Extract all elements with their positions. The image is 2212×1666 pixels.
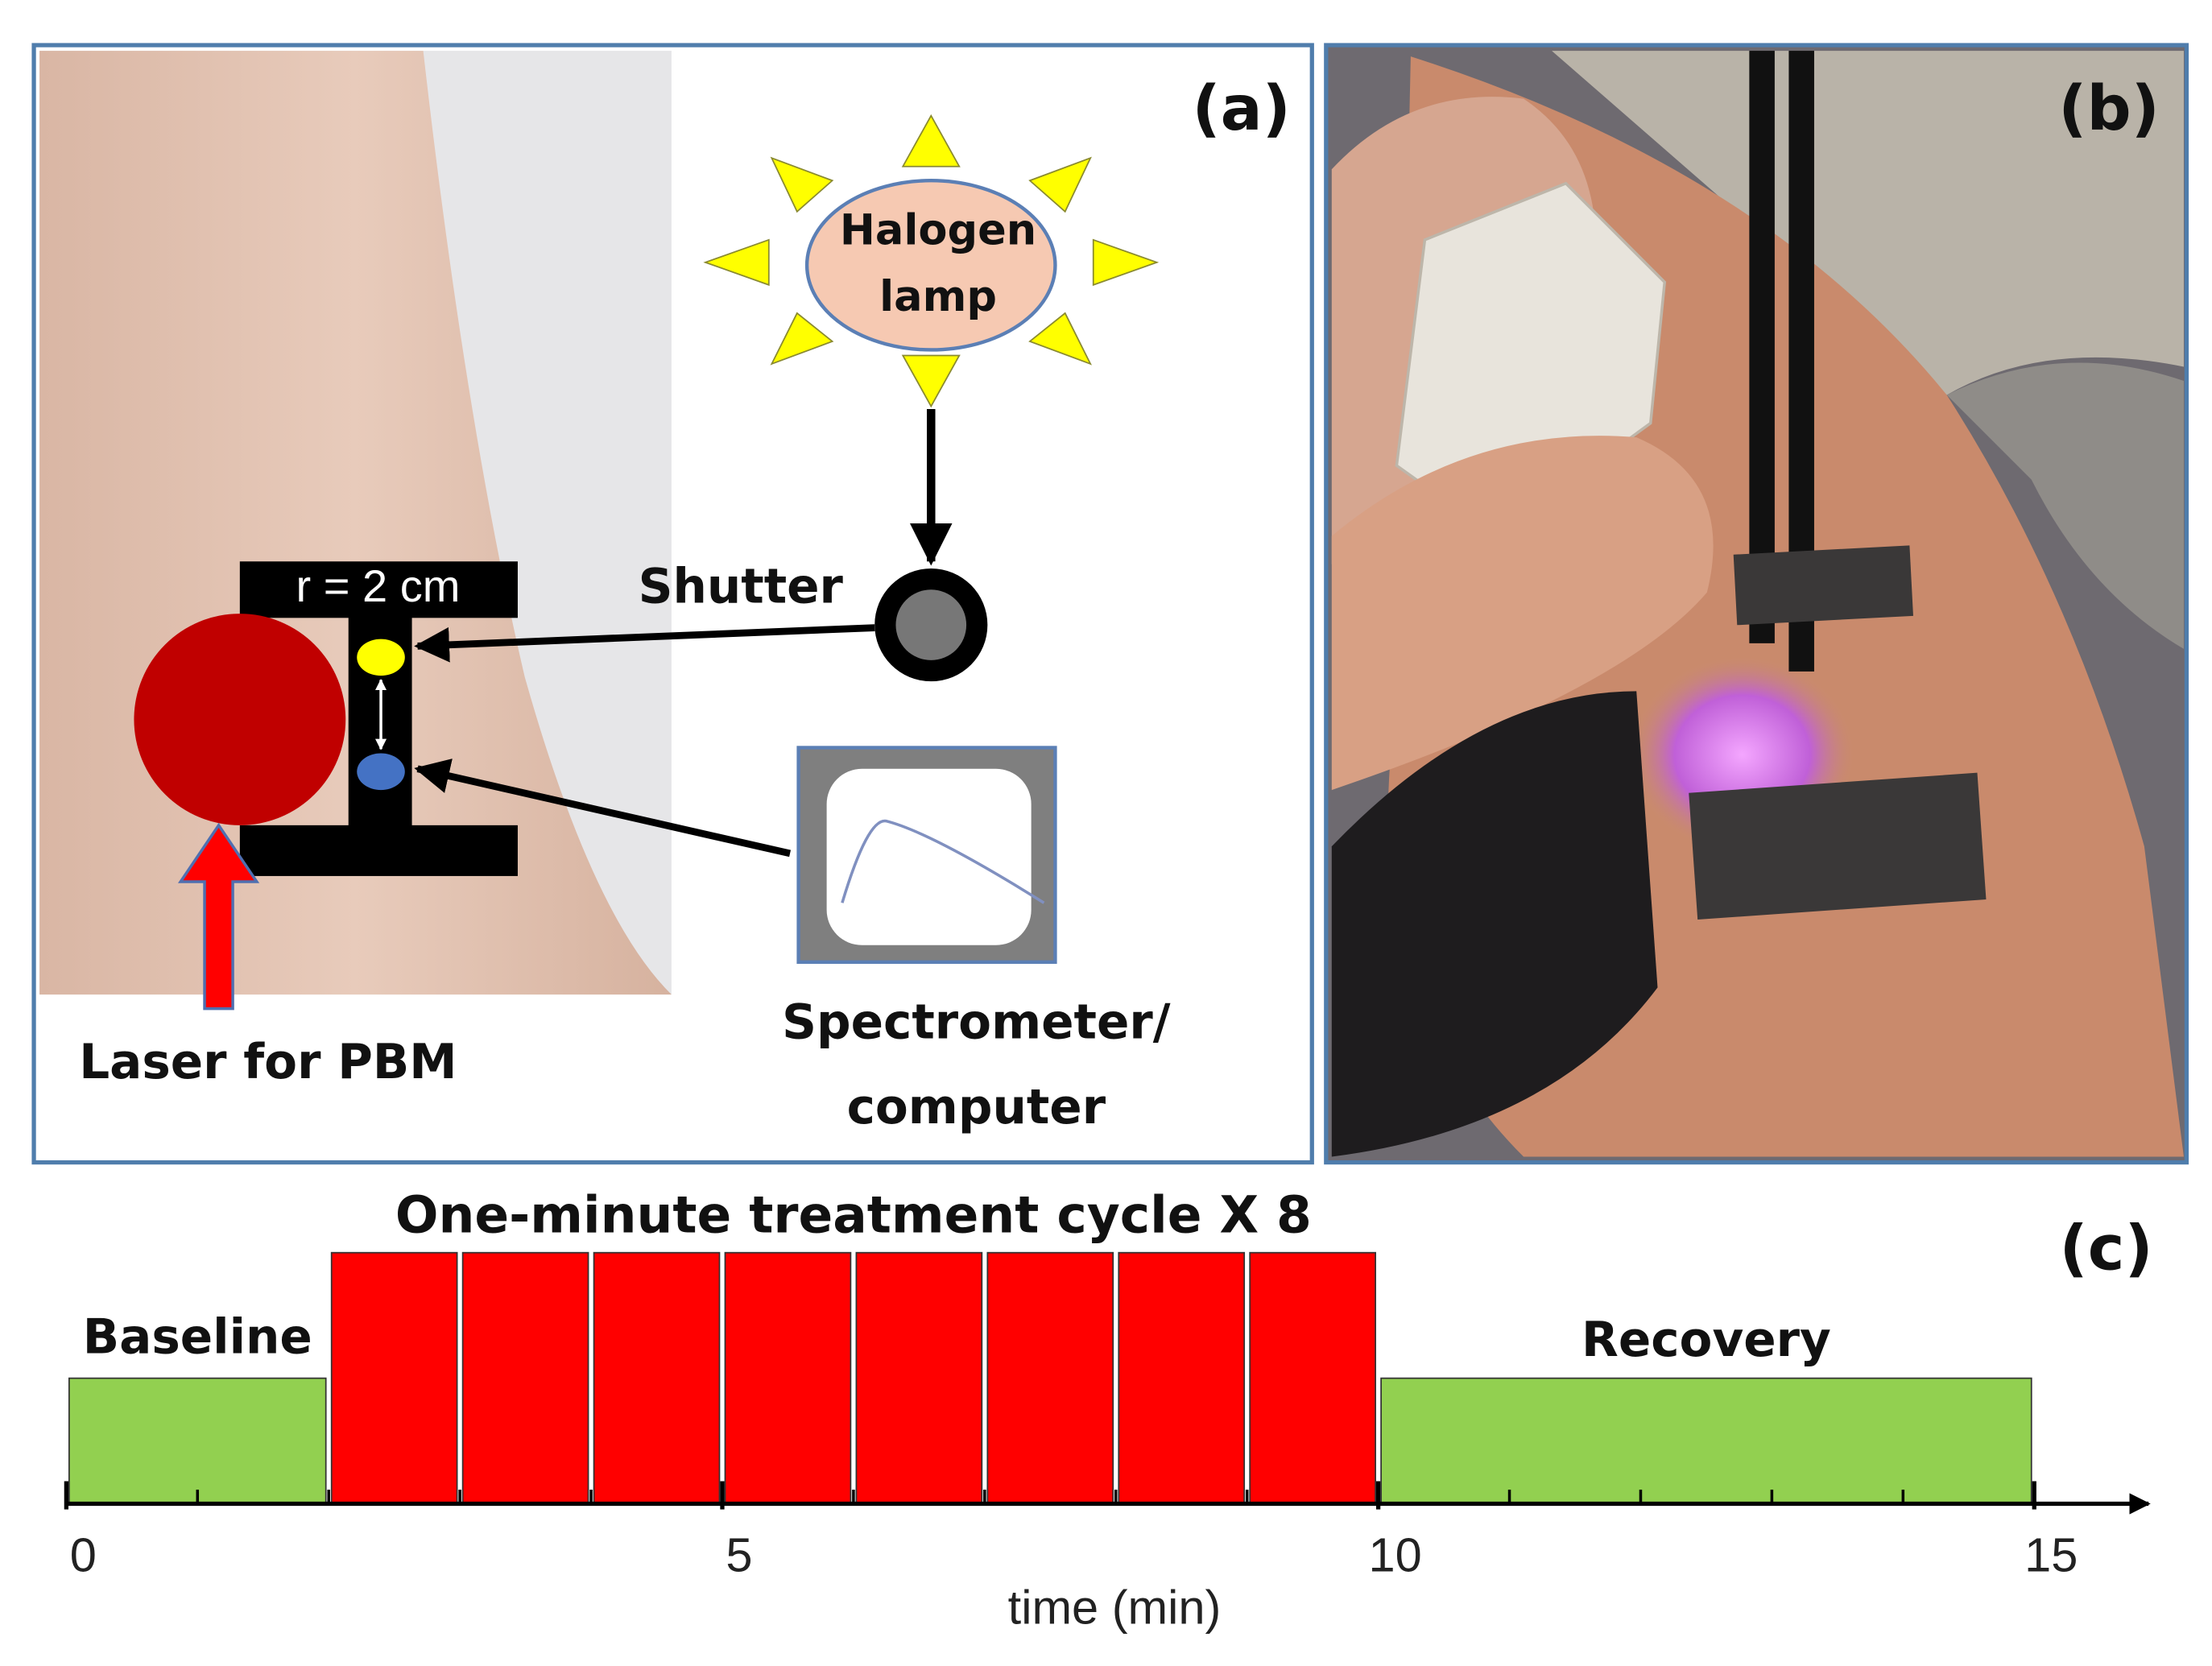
axis-title: time (min) [1008, 1580, 1222, 1634]
laser-arrow [177, 822, 260, 1011]
phase-label: One-minute treatment cycle X 8 [395, 1185, 1312, 1245]
arrow [414, 759, 792, 858]
shutter-label: Shutter [639, 559, 844, 614]
x-tick-label: 5 [726, 1528, 752, 1582]
panel-a: Halogen lamp Shutter r = 2 cm Laser for … [31, 43, 1314, 1165]
treatment-cycle [724, 1251, 852, 1505]
fabric [1552, 51, 2184, 395]
laser-spot [134, 614, 346, 825]
spectrum [841, 819, 1045, 904]
lamp-rays [703, 114, 1160, 408]
thumb [1331, 436, 1714, 791]
x-tick-label: 10 [1369, 1528, 1422, 1582]
fabric [1946, 362, 2184, 649]
probe-fiber [1749, 51, 1775, 643]
phase-bar [1380, 1377, 2032, 1505]
treatment-cycle [855, 1251, 983, 1505]
laser-label: Laser for PBM [79, 1035, 457, 1090]
spectrometer-label: Spectrometer/ [782, 995, 1171, 1051]
treatment-cycle [986, 1251, 1114, 1505]
arrow [414, 624, 875, 663]
probe-pad [1689, 772, 1987, 920]
panel-label: (b) [2058, 72, 2160, 145]
treatment-cycle [593, 1251, 721, 1505]
spectrometer-label: computer [847, 1080, 1106, 1135]
spectrometer-screen [826, 768, 1032, 945]
lamp-label: lamp [879, 272, 997, 321]
x-tick-label: 15 [2024, 1528, 2078, 1582]
panel-label: (c) [2060, 1213, 2153, 1285]
treatment-cycle [461, 1251, 589, 1505]
detector-fiber [357, 753, 405, 791]
panel-b: (b) [1324, 43, 2189, 1165]
phase-label: Recovery [1581, 1313, 1831, 1368]
panel-c: (c) time (min) Baseline One-minute treatm… [64, 1185, 2153, 1634]
treatment-cycle [1118, 1251, 1246, 1505]
treatment-cycle [330, 1251, 458, 1505]
phase-bar [68, 1377, 327, 1505]
probe-pad [1733, 545, 1913, 626]
phase-label: Baseline [83, 1309, 312, 1365]
treatment-cycle [1249, 1251, 1376, 1505]
x-tick-label: 0 [70, 1528, 97, 1582]
source-fiber [357, 639, 405, 676]
glove [1331, 691, 1658, 1157]
shutter-inner [895, 589, 967, 660]
lamp [804, 179, 1057, 352]
probe-label: r = 2 cm [296, 560, 461, 611]
lamp-label: Halogen [840, 206, 1036, 255]
panel-label: (a) [1192, 72, 1290, 145]
